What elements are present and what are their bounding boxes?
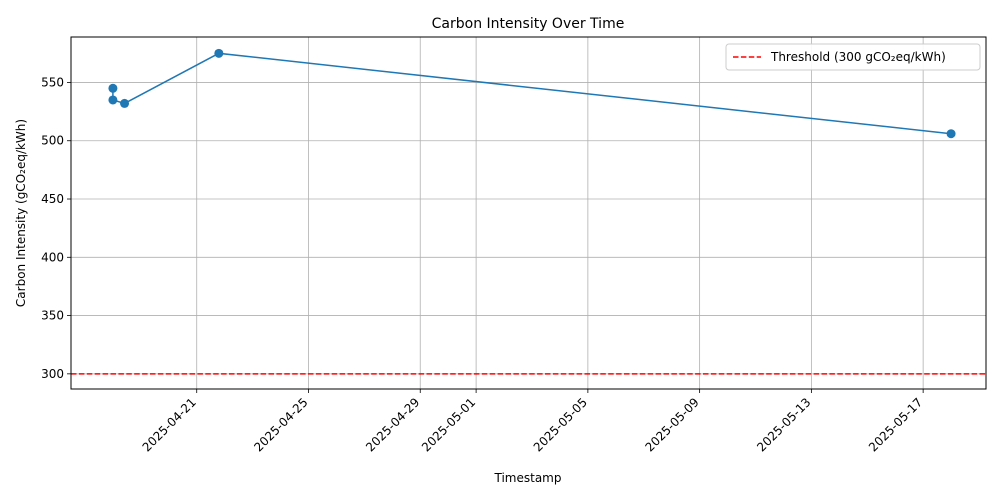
legend: Threshold (300 gCO₂eq/kWh): [725, 43, 981, 71]
y-tick-label: 450: [41, 192, 64, 206]
y-axis-title: Carbon Intensity (gCO₂eq/kWh): [14, 119, 28, 307]
legend-threshold-label: Threshold (300 gCO₂eq/kWh): [770, 50, 946, 64]
data-point: [108, 95, 118, 105]
data-point: [108, 83, 118, 93]
y-tick-label: 400: [41, 250, 64, 264]
grid-lines: [71, 37, 986, 389]
data-point: [214, 48, 224, 58]
y-tick-label: 500: [41, 134, 64, 148]
y-tick-label: 550: [41, 75, 64, 89]
legend-box: [725, 43, 981, 71]
y-axis-ticks: 300 350 400 450 500 550: [41, 75, 71, 381]
data-point: [946, 129, 956, 139]
chart-title: Carbon Intensity Over Time: [432, 16, 625, 32]
plot-frame: [70, 36, 987, 390]
y-tick-label: 350: [41, 309, 64, 323]
data-point: [120, 98, 130, 108]
series-group: [108, 48, 956, 139]
x-axis-title: Timestamp: [494, 471, 562, 485]
y-tick-label: 300: [41, 367, 64, 381]
